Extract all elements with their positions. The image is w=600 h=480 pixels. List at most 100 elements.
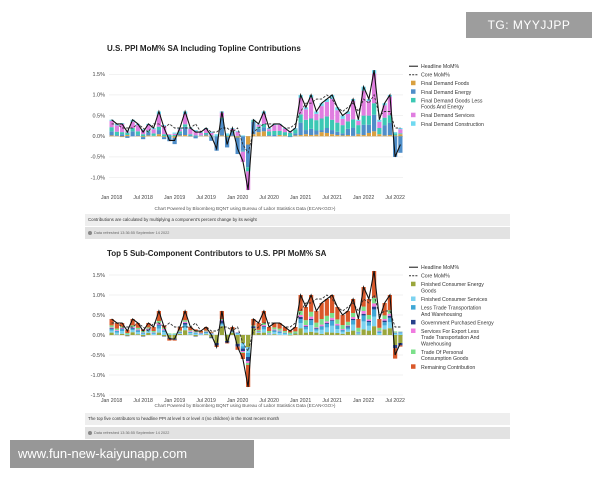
legend-label: Core MoM%: [421, 73, 450, 79]
bar-segment: [162, 125, 167, 135]
bar-segment: [193, 333, 198, 335]
bar-segment: [172, 335, 177, 339]
bar-segment: [240, 343, 245, 347]
bar-segment: [256, 329, 261, 331]
legend-swatch: [411, 328, 416, 333]
bar-segment: [398, 133, 403, 135]
bar-segment: [372, 316, 377, 327]
bar-segment: [230, 332, 235, 335]
bar-segment: [324, 327, 329, 333]
bar-segment: [151, 327, 156, 331]
bar-segment: [204, 132, 209, 135]
bar-segment: [335, 131, 340, 136]
bar-segment: [309, 295, 314, 312]
bar-segment: [387, 322, 392, 329]
x-tick-label: Jul 2021: [322, 398, 342, 404]
bar-segment: [319, 319, 324, 325]
bar-segment: [282, 333, 287, 335]
bar-segment: [120, 323, 125, 327]
bar-segment: [125, 335, 130, 336]
bar-segment: [272, 332, 277, 335]
bar-segment: [272, 329, 277, 331]
bar-segment: [240, 151, 245, 162]
bar-segment: [382, 135, 387, 137]
bar-segment: [387, 96, 392, 116]
bar-segment: [303, 134, 308, 137]
bar-segment: [130, 128, 135, 132]
bar-segment: [393, 132, 398, 134]
bar-segment: [372, 271, 377, 298]
bar-segment: [335, 110, 340, 123]
bar-segment: [162, 330, 167, 333]
bar-segment: [256, 323, 261, 330]
bar-segment: [188, 331, 193, 333]
bar-segment: [172, 136, 177, 138]
bar-segment: [387, 315, 392, 318]
bar-segment: [193, 332, 198, 334]
bar-segment: [146, 331, 151, 333]
bar-segment: [272, 130, 277, 136]
bar-segment: [219, 320, 224, 324]
bar-segment: [162, 137, 167, 140]
legend-swatch: [411, 112, 416, 118]
y-tick-label: -0.5%: [91, 353, 105, 359]
bar-segment: [120, 327, 125, 329]
legend-label: Finished Consumer Energy: [421, 282, 484, 288]
bar-segment: [319, 303, 324, 319]
bar-segment: [183, 323, 188, 325]
bar-segment: [324, 99, 329, 102]
bar-segment: [377, 330, 382, 332]
bar-segment: [382, 303, 387, 316]
bar-segment: [330, 99, 335, 120]
bar-segment: [361, 90, 366, 116]
bar-segment: [366, 115, 371, 125]
bar-segment: [282, 333, 287, 334]
bar-segment: [298, 135, 303, 137]
bar-segment: [193, 130, 198, 132]
bar-segment: [340, 133, 345, 136]
bar-segment: [340, 125, 345, 134]
bar-segment: [256, 132, 261, 137]
x-tick-label: Jan 2021: [290, 398, 311, 404]
bar-segment: [146, 328, 151, 330]
bar-segment: [340, 118, 345, 126]
bar-segment: [167, 338, 172, 341]
bar-segment: [125, 135, 130, 137]
bar-segment: [114, 123, 119, 126]
chart-panel-subcomponents: Top 5 Sub-Component Contributors to U.S.…: [85, 243, 510, 440]
legend-swatch: [411, 349, 416, 354]
bar-segment: [309, 331, 314, 335]
bar-segment: [193, 331, 198, 333]
bar-segment: [120, 331, 125, 334]
bar-segment: [261, 113, 266, 124]
bar-segment: [130, 327, 135, 329]
x-tick-label: Jul 2022: [385, 195, 405, 201]
bar-segment: [288, 132, 293, 137]
legend-swatch: [411, 80, 416, 86]
bar-segment: [146, 329, 151, 331]
bar-segment: [114, 332, 119, 335]
bar-segment: [393, 335, 398, 345]
bar-segment: [366, 319, 371, 321]
bar-segment: [372, 297, 377, 304]
bar-segment: [246, 171, 251, 190]
bar-segment: [188, 331, 193, 332]
bar-segment: [162, 335, 167, 337]
legend-swatch: [411, 89, 416, 94]
bar-segment: [193, 131, 198, 136]
legend-label: Final Demand Energy: [421, 90, 472, 96]
bar-segment: [261, 327, 266, 330]
bar-segment: [303, 130, 308, 135]
bar-segment: [351, 127, 356, 136]
bar-segment: [309, 319, 314, 321]
bar-segment: [209, 337, 214, 339]
bar-segment: [319, 329, 324, 334]
bar-segment: [366, 124, 371, 133]
bar-segment: [235, 136, 240, 138]
bar-segment: [293, 133, 298, 136]
bar-segment: [330, 332, 335, 335]
bar-segment: [109, 325, 114, 328]
bar-segment: [387, 295, 392, 311]
bar-segment: [183, 320, 188, 322]
bar-segment: [120, 132, 125, 135]
